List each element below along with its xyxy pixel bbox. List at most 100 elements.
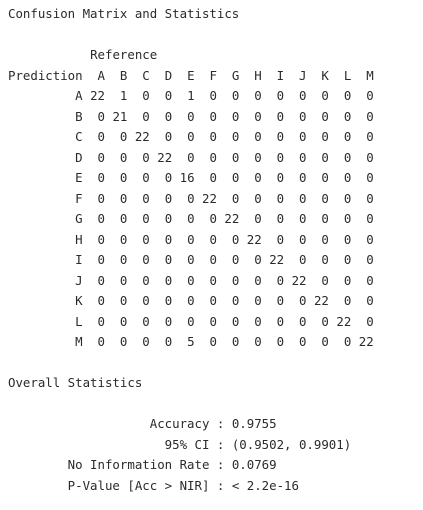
reference-label-line: Reference [8,45,420,66]
matrix-cell: 0 [239,190,262,206]
matrix-cell: 0 [127,88,150,103]
matrix-cell: 0 [105,272,128,288]
matrix-cell: 0 [82,252,105,267]
matrix-cell: 0 [261,170,285,185]
column-header: M [351,67,374,83]
matrix-cell: 0 [194,211,217,226]
matrix-cell: 0 [216,231,240,247]
matrix-cell: 0 [261,334,285,349]
matrix-cell: 0 [306,252,329,267]
statistic-label: Accuracy [8,416,210,431]
matrix-cell: 0 [194,252,217,267]
matrix-cell: 0 [216,88,240,103]
matrix-cell: 0 [351,252,374,267]
matrix-cell: 0 [306,231,329,247]
column-header: F [194,67,217,83]
matrix-cell: 0 [284,293,307,308]
matrix-cell: 22 [351,334,374,349]
matrix-cell: 0 [351,88,374,103]
matrix-row: H 0 0 0 0 0 0 0 22 0 0 0 0 0 [8,230,420,251]
matrix-cell: 0 [172,149,195,165]
matrix-cell: 1 [105,88,128,103]
blank-line [8,353,420,374]
matrix-cell: 0 [239,252,262,267]
matrix-cell: 0 [127,252,150,267]
column-header: I [261,67,285,83]
matrix-cell: 0 [105,129,128,144]
matrix-cell: 0 [127,334,150,349]
matrix-row: M 0 0 0 0 5 0 0 0 0 0 0 0 22 [8,332,420,353]
matrix-cell: 22 [149,149,173,165]
statistic-row: No Information Rate : 0.0769 [8,455,420,476]
matrix-cell: 0 [261,272,285,288]
matrix-cell: 0 [239,129,262,144]
matrix-cell: 0 [82,129,105,144]
row-header: J [8,272,83,288]
matrix-cell: 22 [127,129,150,144]
matrix-cell: 0 [127,293,150,308]
output-title: Confusion Matrix and Statistics [8,6,240,21]
matrix-row: G 0 0 0 0 0 0 22 0 0 0 0 0 0 [8,209,420,230]
column-header: C [127,67,150,83]
matrix-cell: 0 [194,231,217,247]
matrix-cell: 0 [172,129,195,144]
matrix-cell: 0 [172,252,195,267]
column-header: J [284,67,307,83]
matrix-cell: 0 [284,231,307,247]
statistic-separator: : [209,457,232,472]
matrix-row: D 0 0 0 22 0 0 0 0 0 0 0 0 0 [8,148,420,169]
matrix-cell: 21 [105,108,128,124]
matrix-cell: 0 [194,272,217,288]
column-header: G [216,67,240,83]
matrix-cell: 0 [284,170,307,185]
matrix-cell: 0 [239,108,262,124]
matrix-cell: 0 [172,272,195,288]
matrix-cell: 0 [216,272,240,288]
matrix-cell: 0 [328,272,352,288]
matrix-cell: 0 [149,272,173,288]
column-header: H [239,67,262,83]
matrix-cell: 22 [284,272,307,288]
matrix-cell: 0 [82,211,105,226]
matrix-cell: 0 [306,170,329,185]
row-header: M [8,334,83,349]
matrix-cell: 0 [261,313,285,329]
matrix-row: C 0 0 22 0 0 0 0 0 0 0 0 0 0 [8,127,420,148]
matrix-cell: 0 [82,190,105,206]
matrix-cell: 0 [261,88,285,103]
matrix-cell: 0 [194,170,217,185]
row-header: I [8,252,83,267]
matrix-cell: 0 [306,129,329,144]
matrix-cell: 0 [216,129,240,144]
spacer [8,47,90,62]
matrix-cell: 0 [105,149,128,165]
row-header: A [8,88,83,103]
matrix-cell: 0 [284,190,307,206]
column-header: A [82,67,105,83]
row-header: F [8,190,83,206]
matrix-cell: 0 [328,129,352,144]
matrix-cell: 0 [82,149,105,165]
reference-label: Reference [90,47,158,62]
matrix-cell: 0 [172,190,195,206]
matrix-cell: 0 [127,211,150,226]
matrix-cell: 22 [194,190,217,206]
matrix-cell: 16 [172,170,195,185]
matrix-cell: 0 [82,231,105,247]
column-header: B [105,67,128,83]
matrix-cell: 0 [105,293,128,308]
matrix-cell: 0 [172,231,195,247]
statistic-label: No Information Rate [8,457,210,472]
matrix-cell: 0 [239,88,262,103]
matrix-cell: 0 [328,293,352,308]
matrix-cell: 0 [216,313,240,329]
row-header: C [8,129,83,144]
matrix-cell: 22 [82,88,105,103]
matrix-cell: 0 [149,252,173,267]
matrix-cell: 0 [328,149,352,165]
statistic-row: P-Value [Acc > NIR] : < 2.2e-16 [8,476,420,497]
matrix-cell: 0 [328,252,352,267]
matrix-cell: 0 [261,211,285,226]
matrix-cell: 0 [82,170,105,185]
matrix-row: J 0 0 0 0 0 0 0 0 0 22 0 0 0 [8,271,420,292]
